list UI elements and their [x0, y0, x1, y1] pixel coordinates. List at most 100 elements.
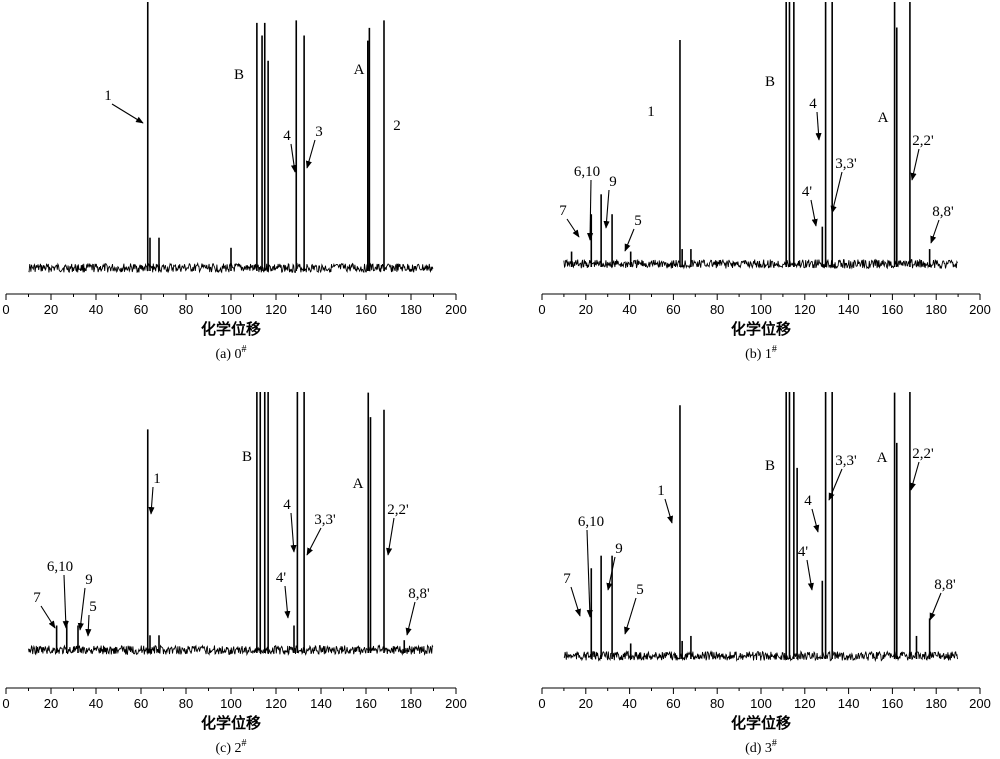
x-tick-label: 20 [44, 696, 58, 711]
peak-annotation-label: 1 [657, 483, 665, 499]
spectrum-panel-4: 0 20 40 60 80 100 120 140 160 180 200 化学位移 (d) 3# 7 6,… [538, 392, 991, 756]
annotation-arrow [290, 512, 297, 553]
peak-annotation-label: 9 [615, 541, 623, 557]
peak-annotation-label: 1 [153, 471, 161, 487]
peak-annotation-label: 4' [276, 570, 287, 586]
peak-annotation-label: A [877, 450, 888, 466]
annotation-arrow [290, 143, 298, 173]
annotation-arrow [77, 587, 86, 631]
annotation-arrow [815, 111, 822, 141]
x-tick-label: 40 [89, 302, 103, 317]
x-tick-label: 200 [445, 302, 467, 317]
peak-annotation-label: 4' [798, 544, 809, 560]
x-tick-label: 200 [445, 696, 467, 711]
x-tick-label: 160 [355, 696, 377, 711]
x-tick-label: 20 [579, 302, 593, 317]
peak-annotation-label: 5 [636, 582, 644, 598]
peak-annotation-label: 4 [804, 493, 812, 509]
x-tick-label: 140 [838, 696, 860, 711]
x-tick-label: 40 [622, 302, 636, 317]
annotation-arrow [306, 527, 322, 556]
annotation-arrow [909, 461, 920, 491]
annotation-arrow [40, 605, 56, 629]
x-tick-label: 80 [179, 696, 193, 711]
x-tick-label: 40 [622, 696, 636, 711]
peak-annotation-label: 8,8' [932, 204, 954, 220]
annotation-arrow [386, 517, 395, 556]
baseline-noise [563, 258, 958, 270]
annotation-arrow [305, 139, 316, 169]
annotation-arrow [603, 189, 610, 229]
x-tick-label: 180 [400, 696, 422, 711]
x-tick-label: 60 [134, 696, 148, 711]
annotation-arrow [910, 148, 920, 181]
x-axis-label: 化学位移 [731, 320, 791, 338]
peak-annotation-label: 2,2' [912, 133, 934, 149]
x-tick-label: 180 [925, 302, 947, 317]
peak-annotation-label: 2,2' [912, 446, 934, 462]
peak-annotation-label: 1 [647, 104, 655, 120]
baseline-noise [28, 644, 434, 657]
x-tick-label: 120 [265, 302, 287, 317]
annotation-arrow [405, 601, 416, 636]
x-tick-label: 80 [179, 302, 193, 317]
x-tick-label: 100 [220, 696, 242, 711]
x-tick-label: 200 [969, 696, 991, 711]
x-tick-label: 120 [265, 696, 287, 711]
peak-annotation-label: 6,10 [578, 514, 604, 530]
x-tick-label: 20 [44, 302, 58, 317]
panel-caption: (a) 0# [215, 344, 246, 362]
x-tick-label: 120 [794, 302, 816, 317]
peak-annotation-label: B [234, 67, 244, 83]
annotation-arrow [587, 179, 594, 241]
peak-annotation-label: 9 [85, 572, 93, 588]
peak-annotation-label: 9 [609, 174, 617, 190]
spectrum-panel-2: 0 20 40 60 80 100 120 140 160 180 200 化学位移 (b) 1# 7 6,… [538, 2, 991, 362]
peak-annotation-label: B [242, 449, 252, 465]
peak-annotation-label: 4' [802, 184, 813, 200]
peak-annotation-label: 3,3' [835, 453, 857, 469]
annotation-arrow [830, 171, 843, 214]
x-tick-label: 0 [2, 302, 9, 317]
x-tick-label: 200 [969, 302, 991, 317]
x-axis-label: 化学位移 [731, 714, 791, 732]
x-tick-label: 100 [750, 696, 772, 711]
peak-annotation-label: 1 [104, 88, 112, 104]
x-tick-label: 0 [538, 696, 545, 711]
x-tick-label: 160 [355, 302, 377, 317]
x-tick-label: 120 [794, 696, 816, 711]
annotation-arrow [586, 529, 593, 618]
peak-annotation-label: 8,8' [934, 577, 956, 593]
x-tick-label: 40 [89, 696, 103, 711]
x-tick-label: 80 [710, 302, 724, 317]
annotation-arrow [606, 556, 616, 591]
peak-annotation-label: 5 [89, 599, 97, 615]
peak-annotation-label: 3,3' [835, 156, 857, 172]
x-tick-label: 100 [220, 302, 242, 317]
x-tick-label: 100 [750, 302, 772, 317]
annotation-arrow [570, 586, 581, 617]
x-tick-label: 0 [538, 302, 545, 317]
x-tick-label: 140 [310, 302, 332, 317]
peak-annotation-label: 4 [283, 497, 291, 513]
x-tick-label: 60 [134, 302, 148, 317]
peak-annotation-label: A [878, 110, 889, 126]
annotation-arrow [284, 585, 291, 619]
x-tick-label: 160 [882, 302, 904, 317]
annotation-arrow [806, 559, 814, 591]
peak-annotation-label: 7 [563, 571, 571, 587]
peak-annotation-label: A [353, 476, 364, 492]
x-tick-label: 80 [710, 696, 724, 711]
annotation-arrow [929, 592, 942, 621]
annotation-arrow [810, 199, 818, 227]
peak-annotation-label: 7 [559, 203, 567, 219]
annotation-arrow [111, 103, 144, 124]
x-tick-label: 140 [838, 302, 860, 317]
panel-caption: (c) 2# [215, 738, 246, 756]
x-tick-label: 160 [882, 696, 904, 711]
x-axis-label: 化学位移 [201, 320, 261, 338]
peak-annotation-label: 4 [809, 96, 817, 112]
annotation-arrow [811, 508, 820, 533]
annotation-arrow [828, 468, 843, 501]
